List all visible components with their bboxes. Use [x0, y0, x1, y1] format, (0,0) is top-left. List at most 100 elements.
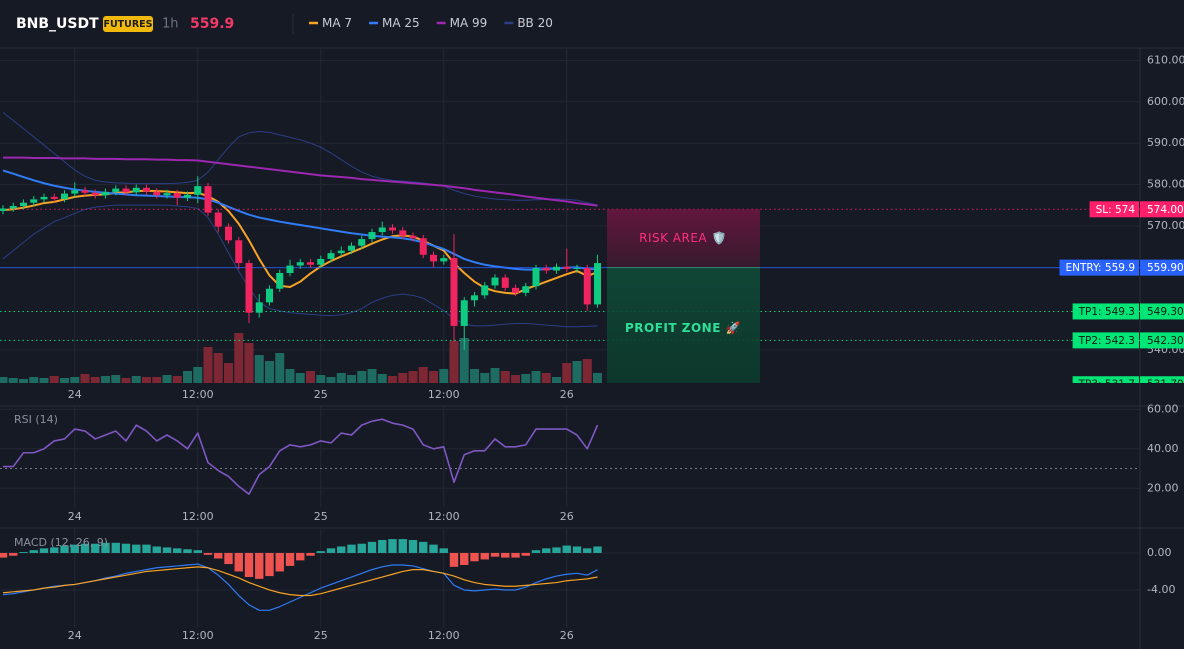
x-tick-label: 26: [560, 629, 574, 642]
volume-bar: [213, 353, 223, 383]
candle-body: [184, 194, 191, 198]
legend-label: MA 25: [382, 16, 420, 30]
candle-body: [522, 286, 530, 293]
panel-title: RSI (14): [14, 413, 58, 426]
legend-label: MA 99: [450, 16, 488, 30]
level-tag-bg: [1059, 259, 1139, 276]
histogram-bar: [0, 552, 8, 558]
profit-zone: [607, 267, 760, 383]
histogram-bar: [29, 550, 38, 553]
y-tick-label: 20.00: [1147, 481, 1179, 494]
candle-body: [399, 230, 407, 236]
x-tick-label: 12:00: [182, 510, 214, 523]
x-tick-label: 12:00: [428, 629, 460, 642]
candle-body: [153, 191, 161, 196]
level-tags: SL: 574 574.00 ENTRY: 559.9 559.90 TP1: 549.…: [1059, 201, 1184, 391]
histogram-bar: [398, 539, 407, 553]
volume-bar: [459, 338, 469, 383]
candle-body: [102, 191, 109, 196]
candle-body: [163, 193, 171, 196]
volume-bar: [203, 347, 213, 383]
y-tick-label: 580.00: [1147, 177, 1184, 190]
histogram-bar: [255, 552, 264, 579]
histogram-bar: [234, 552, 243, 572]
x-tick-label: 25: [314, 510, 328, 523]
histogram-bar: [296, 552, 305, 561]
candle-body: [460, 300, 468, 326]
volume-bar: [377, 374, 387, 383]
badge: FUTURES: [103, 19, 152, 30]
histogram-bar: [111, 542, 120, 553]
candle-body: [50, 196, 58, 199]
candle-body: [419, 238, 427, 255]
candle-body: [440, 258, 448, 262]
volume-bar: [306, 371, 315, 383]
indicator-line: [2, 566, 598, 597]
volume-bar: [295, 373, 305, 383]
histogram-bar: [388, 539, 397, 553]
level-value-bg: [1140, 376, 1184, 383]
volume-bar: [80, 374, 90, 383]
volume-bar: [111, 375, 121, 383]
indicator-line: [2, 563, 598, 611]
candle-body: [225, 226, 232, 241]
candle-body: [235, 240, 243, 264]
histogram-bar: [470, 552, 479, 562]
volume-bar: [500, 371, 510, 383]
level-value-bg: [1140, 303, 1184, 320]
level-value: 531.70: [1147, 379, 1184, 391]
volume-bar: [326, 377, 336, 383]
histogram-bar: [244, 552, 254, 578]
histogram-bar: [449, 552, 459, 567]
histogram-bar: [91, 543, 100, 553]
volume-bar: [265, 361, 274, 383]
candle-body: [481, 285, 489, 296]
histogram-bar: [50, 547, 59, 553]
zone-label: RISK AREA 🛡️: [639, 231, 727, 245]
x-tick-label: 12:00: [428, 510, 460, 523]
candle-body: [358, 239, 366, 246]
candle-body: [0, 208, 7, 211]
histogram-bar: [183, 549, 192, 553]
histogram-bar: [214, 552, 223, 559]
volume-bar: [531, 371, 541, 383]
histogram-bar: [306, 552, 315, 556]
level-tag: TP1: 549.3: [1078, 306, 1135, 318]
candle-body: [40, 196, 48, 200]
volume-bar: [490, 368, 500, 383]
y-tick-label: 610.00: [1147, 53, 1184, 66]
histogram-bar: [316, 551, 325, 553]
volume-bar: [552, 377, 561, 383]
histogram-bar: [193, 550, 202, 553]
candle-body: [409, 235, 417, 239]
candle-body: [266, 288, 273, 303]
y-tick-label: 0.00: [1147, 546, 1172, 559]
candle-body: [9, 205, 17, 209]
candle-body: [450, 258, 458, 326]
histogram-bar: [337, 546, 346, 553]
candle-body: [112, 188, 120, 192]
level-value: 559.90: [1147, 262, 1184, 274]
candle-body: [583, 268, 591, 305]
volume-bar: [582, 359, 592, 383]
candle-body: [132, 187, 140, 193]
y-tick-label: 40.00: [1147, 442, 1179, 455]
x-tick-label: 24: [68, 629, 82, 642]
x-tick-label: 25: [314, 388, 328, 401]
histogram-bar: [357, 543, 366, 553]
histogram-bar: [480, 552, 489, 560]
zone-label: PROFIT ZONE 🚀: [625, 321, 741, 335]
volume-bar: [39, 378, 49, 383]
volume-bar: [60, 378, 69, 383]
histogram-bar: [275, 552, 284, 572]
candle-body: [20, 202, 27, 206]
histogram-bar: [162, 547, 172, 553]
level-value: 549.30: [1147, 306, 1184, 318]
bb-lower: [2, 204, 598, 328]
histogram-bar: [552, 547, 561, 553]
volume-bar: [172, 376, 182, 383]
level-value: 542.30: [1147, 335, 1184, 347]
histogram-bar: [224, 552, 233, 565]
volume-bar: [254, 355, 264, 383]
